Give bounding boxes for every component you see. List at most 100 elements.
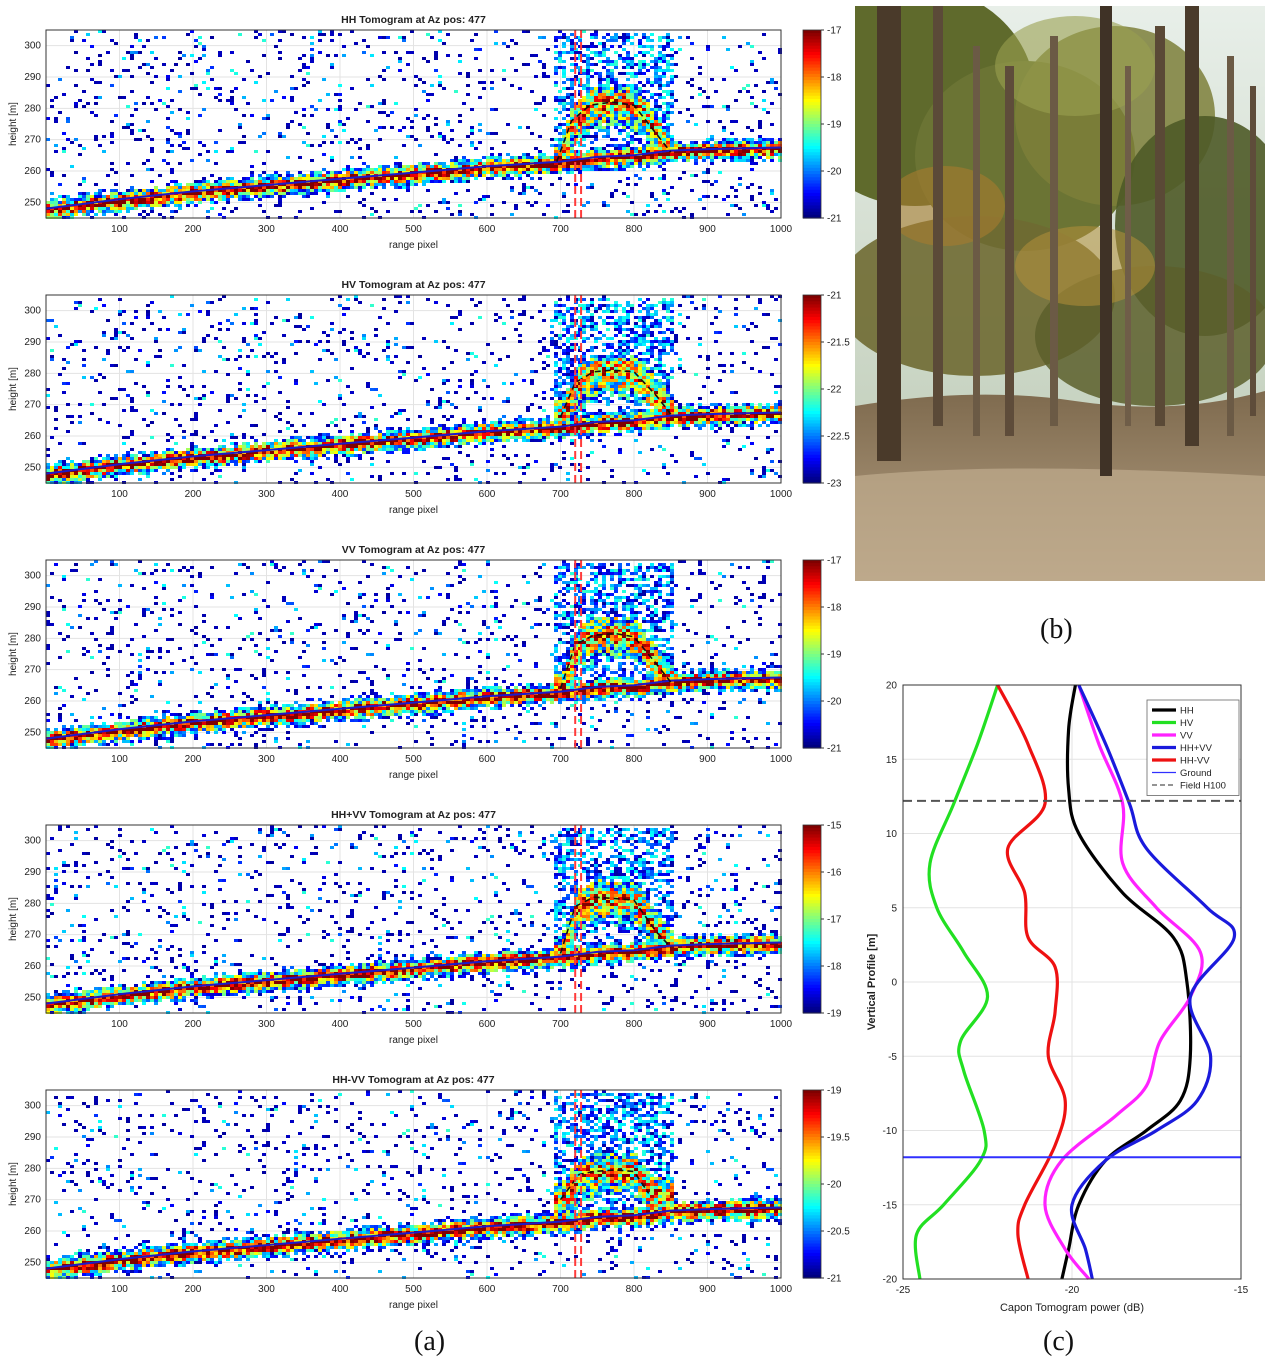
heatmap-cell xyxy=(482,361,486,364)
heatmap-cell xyxy=(86,204,90,207)
heatmap-cell xyxy=(382,433,386,436)
heatmap-cell xyxy=(158,174,162,177)
heatmap-cell xyxy=(462,159,466,162)
heatmap-cell xyxy=(126,201,130,204)
heatmap-cell xyxy=(554,343,558,346)
heatmap-cell xyxy=(762,201,766,204)
heatmap-cell xyxy=(174,204,178,207)
heatmap-cell xyxy=(586,72,590,75)
heatmap-cell xyxy=(650,123,654,126)
heatmap-cell xyxy=(334,108,338,111)
heatmap-cell xyxy=(446,379,450,382)
heatmap-cell xyxy=(282,96,286,99)
heatmap-cell xyxy=(346,298,350,301)
heatmap-cell xyxy=(462,439,466,442)
heatmap-cell xyxy=(402,36,406,39)
heatmap-cell xyxy=(734,69,738,72)
heatmap-cell xyxy=(566,295,570,298)
heatmap-cell xyxy=(446,304,450,307)
heatmap-cell xyxy=(558,385,562,388)
heatmap-cell xyxy=(294,186,298,189)
heatmap-cell xyxy=(202,451,206,454)
heatmap-cell xyxy=(86,192,90,195)
heatmap-cell xyxy=(654,78,658,81)
heatmap-cell xyxy=(554,162,558,165)
heatmap-cell xyxy=(126,436,130,439)
heatmap-cell xyxy=(350,156,354,159)
heatmap-cell xyxy=(558,96,562,99)
heatmap-cell xyxy=(434,430,438,433)
heatmap-cell xyxy=(266,454,270,457)
heatmap-cell xyxy=(326,442,330,445)
heatmap-cell xyxy=(582,394,586,397)
heatmap-cell xyxy=(666,90,670,93)
heatmap-cell xyxy=(258,33,262,36)
heatmap-cell xyxy=(66,475,70,478)
heatmap-cell xyxy=(558,421,562,424)
heatmap-cell xyxy=(582,30,586,33)
heatmap-cell xyxy=(730,120,734,123)
heatmap-cell xyxy=(658,117,662,120)
heatmap-cell xyxy=(274,192,278,195)
heatmap-cell xyxy=(562,60,566,63)
heatmap-cell xyxy=(526,201,530,204)
heatmap-cell xyxy=(650,150,654,153)
heatmap-cell xyxy=(366,430,370,433)
heatmap-cell xyxy=(358,138,362,141)
heatmap-cell xyxy=(666,63,670,66)
heatmap-cell xyxy=(46,469,50,472)
heatmap-cell xyxy=(298,192,302,195)
heatmap-cell xyxy=(538,156,542,159)
heatmap-cell xyxy=(426,430,430,433)
heatmap-cell xyxy=(286,454,290,457)
heatmap-cell xyxy=(658,81,662,84)
heatmap-cell xyxy=(646,210,650,213)
heatmap-cell xyxy=(750,153,754,156)
heatmap-cell xyxy=(154,195,158,198)
heatmap-cell xyxy=(702,156,706,159)
heatmap-cell xyxy=(638,108,642,111)
heatmap-cell xyxy=(434,439,438,442)
heatmap-cell xyxy=(638,177,642,180)
heatmap-cell xyxy=(522,153,526,156)
heatmap-cell xyxy=(418,442,422,445)
heatmap-cell xyxy=(194,466,198,469)
heatmap-cell xyxy=(554,96,558,99)
heatmap-cell xyxy=(86,207,90,210)
heatmap-cell xyxy=(582,304,586,307)
heatmap-cell xyxy=(466,180,470,183)
heatmap-cell xyxy=(694,159,698,162)
heatmap-cell xyxy=(198,451,202,454)
heatmap-cell xyxy=(630,165,634,168)
heatmap-cell xyxy=(530,90,534,93)
heatmap-cell xyxy=(438,180,442,183)
heatmap-cell xyxy=(342,54,346,57)
heatmap-cell xyxy=(410,168,414,171)
heatmap-cell xyxy=(298,442,302,445)
heatmap-cell xyxy=(586,394,590,397)
heatmap-cell xyxy=(758,150,762,153)
heatmap-cell xyxy=(770,159,774,162)
heatmap-cell xyxy=(566,307,570,310)
heatmap-cell xyxy=(522,439,526,442)
heatmap-cell xyxy=(594,138,598,141)
heatmap-cell xyxy=(398,430,402,433)
heatmap-cell xyxy=(558,376,562,379)
heatmap-cell xyxy=(358,189,362,192)
heatmap-cell xyxy=(394,310,398,313)
heatmap-cell xyxy=(630,84,634,87)
heatmap-cell xyxy=(770,153,774,156)
heatmap-cell xyxy=(466,159,470,162)
heatmap-cell xyxy=(214,141,218,144)
heatmap-cell xyxy=(86,102,90,105)
heatmap-cell xyxy=(238,198,242,201)
heatmap-cell xyxy=(558,102,562,105)
heatmap-cell xyxy=(534,370,538,373)
heatmap-cell xyxy=(734,156,738,159)
heatmap-cell xyxy=(98,478,102,481)
heatmap-cell xyxy=(482,195,486,198)
heatmap-cell xyxy=(542,63,546,66)
heatmap-cell xyxy=(378,475,382,478)
heatmap-cell xyxy=(434,180,438,183)
heatmap-cell xyxy=(186,201,190,204)
